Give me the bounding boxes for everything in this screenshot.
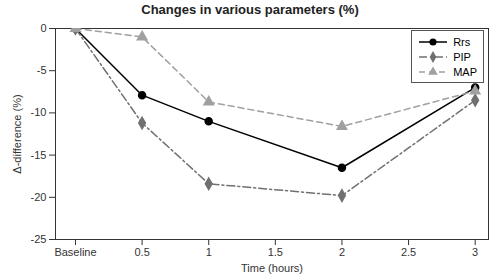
svg-text:-25: -25 xyxy=(31,233,47,245)
svg-text:0.5: 0.5 xyxy=(134,246,149,258)
svg-text:-5: -5 xyxy=(37,64,47,76)
svg-text:0: 0 xyxy=(40,22,46,34)
svg-text:-10: -10 xyxy=(31,106,47,118)
svg-text:1: 1 xyxy=(206,246,212,258)
svg-text:Baseline: Baseline xyxy=(54,246,96,258)
svg-text:2.5: 2.5 xyxy=(401,246,416,258)
html-text:MAP: MAP xyxy=(453,65,477,78)
svg-text:-20: -20 xyxy=(31,191,47,203)
svg-text:Δ-difference (%): Δ-difference (%) xyxy=(11,94,23,173)
html-text:Changes in various parameters: Changes in various parameters (%) xyxy=(141,2,359,17)
html-text:Rrs: Rrs xyxy=(453,35,471,48)
svg-text:-15: -15 xyxy=(31,149,47,161)
svg-text:Time (hours): Time (hours) xyxy=(241,262,303,274)
html-text:PIP: PIP xyxy=(453,50,471,63)
svg-text:1.5: 1.5 xyxy=(268,246,283,258)
svg-text:3: 3 xyxy=(472,246,478,258)
svg-text:2: 2 xyxy=(339,246,345,258)
